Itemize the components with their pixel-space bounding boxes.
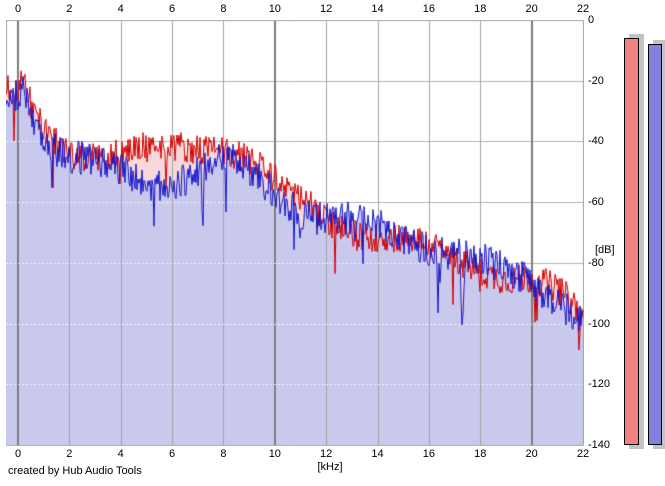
- x-tick-label-top: 2: [66, 3, 73, 15]
- x-tick-label-top: 14: [371, 3, 384, 15]
- x-tick-label-top: 12: [320, 3, 333, 15]
- x-tick-label-bottom: 2: [66, 448, 73, 460]
- y-tick-label: -60: [588, 196, 604, 209]
- x-tick-label-bottom: 10: [268, 448, 281, 460]
- y-tick-label: -100: [588, 317, 611, 330]
- y-axis-unit-label: [dB]: [595, 244, 615, 256]
- y-tick-label: -20: [588, 74, 604, 87]
- x-tick-label-bottom: 12: [320, 448, 333, 460]
- x-tick-label-top: 16: [422, 3, 436, 15]
- y-tick-label: 0: [588, 14, 595, 26]
- x-tick-label-top: 6: [169, 3, 176, 15]
- x-tick-label-bottom: 14: [371, 448, 384, 460]
- y-tick-label: -120: [588, 378, 611, 391]
- meter-blue: [648, 44, 662, 445]
- x-tick-label-top: 18: [474, 3, 487, 15]
- credit-text: created by Hub Audio Tools: [8, 465, 142, 477]
- x-tick-label-top: 20: [525, 3, 538, 15]
- y-tick-label: -140: [588, 439, 611, 451]
- x-tick-label-bottom: 16: [422, 448, 436, 460]
- x-tick-label-bottom: 18: [474, 448, 487, 460]
- x-tick-label-bottom: 6: [169, 448, 176, 460]
- x-tick-label-top: 8: [220, 3, 227, 15]
- x-tick-label-bottom: 4: [117, 448, 124, 460]
- x-tick-label-top: 4: [117, 3, 124, 15]
- y-tick-label: -80: [588, 256, 604, 269]
- x-axis-unit-label: [kHz]: [317, 461, 343, 473]
- x-tick-label-top: 22: [576, 3, 590, 15]
- x-tick-label-top: 10: [268, 3, 281, 15]
- x-tick-label-bottom: 0: [14, 448, 22, 460]
- x-tick-label-top: 0: [14, 3, 22, 15]
- y-tick-label: -40: [588, 135, 604, 148]
- x-tick-label-bottom: 22: [576, 448, 590, 460]
- meter-red: [624, 38, 639, 445]
- spectrum-plot-canvas: [6, 20, 584, 446]
- x-tick-label-bottom: 20: [525, 448, 538, 460]
- x-tick-label-bottom: 8: [220, 448, 227, 460]
